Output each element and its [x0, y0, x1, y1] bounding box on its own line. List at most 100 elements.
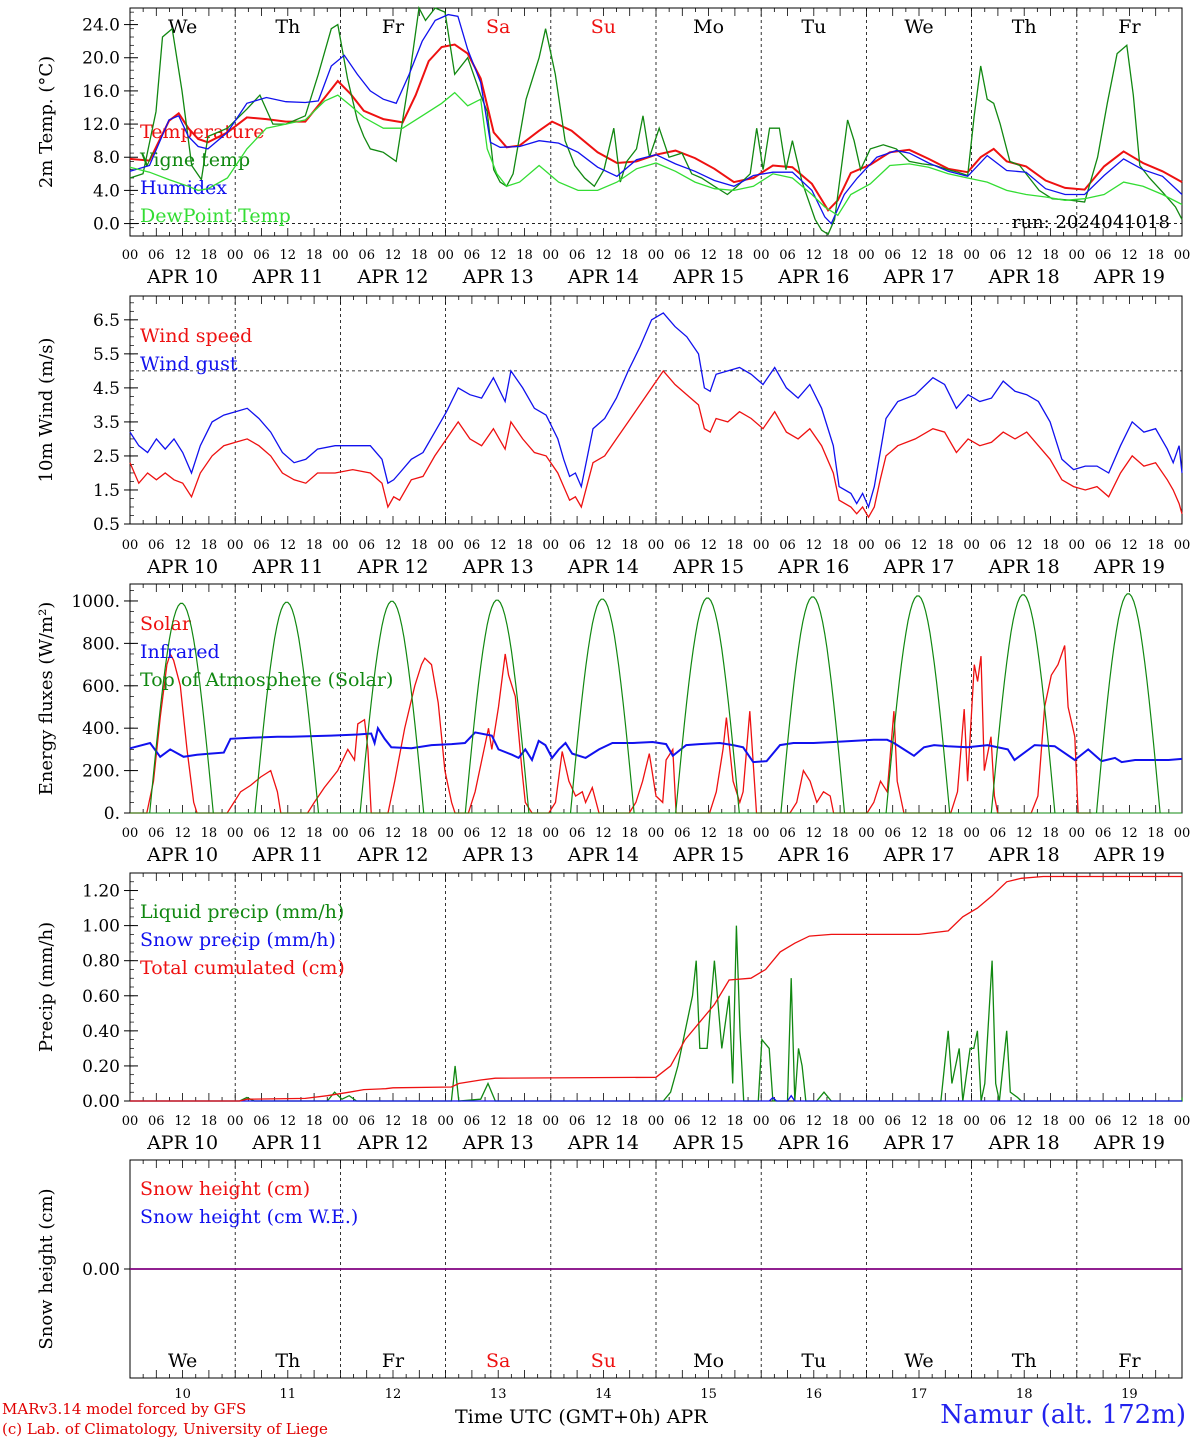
x-tick-label: 12: [1121, 248, 1138, 263]
credit-line-1: MARv3.14 model forced by GFS: [2, 1400, 247, 1418]
x-tick-label: 06: [779, 1114, 796, 1129]
date-label: APR 11: [251, 844, 323, 866]
x-tick-label: 18: [1147, 248, 1164, 263]
x-tick-label: 06: [253, 1114, 270, 1129]
day-name-label: We: [168, 16, 197, 38]
x-tick-label: 12: [911, 1114, 928, 1129]
x-tick-label: 06: [569, 538, 586, 553]
y-axis-label: 10m Wind (m/s): [36, 338, 57, 483]
x-tick-label: 06: [569, 248, 586, 263]
x-tick-label: 18: [1042, 538, 1059, 553]
x-tick-label: 18: [832, 826, 849, 841]
x-tick-label: 00: [753, 538, 770, 553]
date-label: APR 13: [462, 556, 534, 578]
date-label: APR 13: [462, 266, 534, 288]
x-tick-label: 12: [490, 248, 507, 263]
y-tick-label: 200.: [82, 762, 120, 782]
panel-2: 0.5 1.5 2.5 3.5 4.5 5.5 6.5 10m Wind (m/s) 00 06 1…: [36, 295, 1190, 578]
x-tick-label: 12: [174, 826, 191, 841]
legend-entry: Temperature: [140, 121, 264, 143]
date-label: APR 19: [1093, 1132, 1165, 1154]
legend-entry: Humidex: [140, 177, 227, 199]
x-tick-label: 12: [700, 826, 717, 841]
series-line-vigne-temp: [129, 5, 1183, 236]
legend-entry: Vigne temp: [139, 149, 250, 171]
x-tick-label: 12: [1016, 826, 1033, 841]
date-label: APR 14: [567, 266, 639, 288]
date-label: APR 17: [882, 844, 954, 866]
y-axis-label: Snow height (cm): [36, 1188, 57, 1349]
day-number-label: 19: [1121, 1387, 1138, 1402]
x-tick-label: 00: [648, 826, 665, 841]
y-tick-label: 0.00: [82, 1260, 120, 1280]
x-tick-label: 06: [674, 538, 691, 553]
legend-entry: Solar: [140, 613, 192, 635]
x-tick-label: 00: [437, 538, 454, 553]
x-tick-label: 00: [122, 248, 139, 263]
x-tick-label: 00: [648, 1114, 665, 1129]
x-tick-label: 06: [253, 538, 270, 553]
x-tick-label: 12: [1016, 1114, 1033, 1129]
y-axis-label: 2m Temp. (°C): [36, 56, 57, 188]
legend-entry: Wind speed: [140, 325, 252, 347]
day-name-label: Tu: [801, 1350, 826, 1372]
x-tick-label: 12: [911, 826, 928, 841]
x-tick-label: 00: [543, 538, 560, 553]
x-tick-label: 12: [280, 538, 297, 553]
y-axis-label: Energy fluxes (W/m²): [36, 602, 57, 796]
date-label: APR 15: [672, 844, 744, 866]
x-tick-label: 06: [990, 248, 1007, 263]
day-number-label: 17: [911, 1387, 928, 1402]
x-tick-label: 12: [806, 248, 823, 263]
x-tick-label: 18: [1147, 538, 1164, 553]
x-tick-label: 18: [832, 1114, 849, 1129]
panel-3: 0. 200. 400. 600. 800. 1000. Energy fluxes (W/…: [36, 583, 1190, 866]
x-tick-label: 12: [595, 538, 612, 553]
x-tick-label: 00: [1069, 826, 1086, 841]
x-tick-label: 06: [464, 1114, 481, 1129]
x-tick-label: 06: [990, 1114, 1007, 1129]
x-tick-label: 18: [201, 826, 218, 841]
x-tick-label: 12: [385, 826, 402, 841]
x-tick-label: 12: [1016, 538, 1033, 553]
x-tick-label: 00: [858, 538, 875, 553]
x-tick-label: 00: [122, 826, 139, 841]
y-tick-label: 0.0: [93, 215, 120, 235]
day-name-label: Su: [591, 1350, 616, 1372]
run-annotation: run: 2024041018: [1012, 212, 1170, 233]
legend-entry: DewPoint Temp: [140, 205, 291, 227]
day-name-label: We: [904, 16, 933, 38]
day-name-label: Su: [591, 16, 616, 38]
x-tick-label: 00: [648, 538, 665, 553]
x-tick-label: 00: [1069, 248, 1086, 263]
date-label: APR 11: [251, 556, 323, 578]
x-tick-label: 18: [1147, 1114, 1164, 1129]
x-tick-label: 18: [1147, 826, 1164, 841]
x-tick-label: 18: [201, 1114, 218, 1129]
x-tick-label: 06: [148, 1114, 165, 1129]
y-tick-label: 0.5: [93, 515, 120, 535]
series-line-toa-arc: [780, 596, 846, 814]
date-label: APR 19: [1093, 844, 1165, 866]
x-tick-label: 06: [1095, 538, 1112, 553]
x-tick-label: 12: [595, 1114, 612, 1129]
y-tick-label: 0.40: [82, 1022, 120, 1042]
x-tick-label: 06: [779, 538, 796, 553]
x-tick-label: 18: [516, 826, 533, 841]
date-label: APR 11: [251, 1132, 323, 1154]
series-line-toa-arc: [569, 598, 635, 814]
x-tick-label: 12: [911, 248, 928, 263]
date-label: APR 10: [146, 266, 218, 288]
x-tick-label: 00: [332, 1114, 349, 1129]
x-tick-label: 12: [595, 248, 612, 263]
series-line-wind-speed: [129, 369, 1183, 519]
x-tick-label: 12: [385, 248, 402, 263]
x-tick-label: 06: [990, 538, 1007, 553]
x-tick-label: 06: [148, 248, 165, 263]
x-tick-label: 06: [358, 1114, 375, 1129]
y-tick-label: 4.0: [93, 181, 120, 201]
date-label: APR 18: [988, 844, 1060, 866]
date-label: APR 13: [462, 844, 534, 866]
x-tick-label: 06: [674, 248, 691, 263]
x-tick-label: 18: [201, 248, 218, 263]
